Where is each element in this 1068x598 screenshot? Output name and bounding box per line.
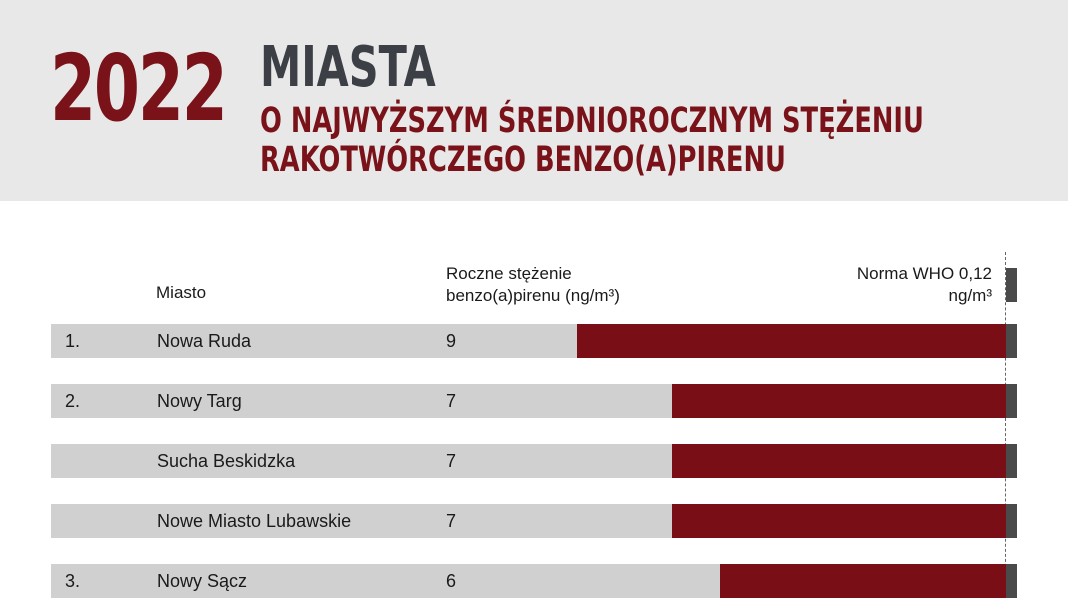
row-value-label: 6	[446, 571, 457, 591]
header-band: 2022 MIASTA O NAJWYŻSZYM ŚREDNIOROCZNYM …	[0, 0, 1068, 201]
row-city: Nowe Miasto Lubawskie	[157, 511, 352, 531]
row-city: Nowa Ruda	[157, 331, 252, 351]
title-sub-line1: O NAJWYŻSZYM ŚREDNIOROCZNYM STĘŻENIU	[260, 101, 924, 141]
table-row: Sucha Beskidzka 7	[51, 444, 1017, 478]
title-main: MIASTA	[260, 35, 436, 100]
column-header-who-line2: ng/m³	[948, 286, 992, 305]
column-header-who-line1: Norma WHO 0,12	[856, 264, 992, 283]
title-sub-line2: RAKOTWÓRCZEGO BENZO(A)PIRENU	[260, 140, 786, 180]
table-row: 2. Nowy Targ 7	[51, 384, 1017, 418]
who-norm-marker	[1006, 324, 1017, 358]
row-rank: 2.	[65, 391, 81, 411]
row-city: Sucha Beskidzka	[157, 451, 296, 471]
row-rank: 1.	[65, 331, 81, 351]
table-row: Nowe Miasto Lubawskie 7	[51, 504, 1017, 538]
value-bar	[672, 504, 1006, 538]
year-label: 2022	[50, 35, 228, 142]
row-city: Nowy Targ	[157, 391, 242, 411]
column-header-who: Norma WHO 0,12 ng/m³	[857, 263, 992, 307]
value-bar	[672, 384, 1006, 418]
row-value-label: 7	[446, 451, 457, 471]
table-row: 3. Nowy Sącz 6	[51, 564, 1017, 598]
value-bar	[720, 564, 1006, 598]
row-value-label: 7	[446, 391, 457, 411]
row-rank: 3.	[65, 571, 81, 591]
table-row: 1. Nowa Ruda 9	[51, 324, 1017, 358]
row-city: Nowy Sącz	[157, 571, 248, 591]
who-norm-marker	[1006, 504, 1017, 538]
row-value-label: 9	[446, 331, 457, 351]
column-header-city: Miasto	[156, 283, 207, 302]
who-norm-marker	[1006, 564, 1017, 598]
column-header-value-line1: Roczne stężenie	[446, 264, 572, 283]
column-header-value: Roczne stężenie benzo(a)pirenu (ng/m³)	[446, 263, 620, 307]
row-value-label: 7	[446, 511, 457, 531]
column-header-value-line2: benzo(a)pirenu (ng/m³)	[446, 286, 620, 305]
who-header-marker	[1006, 268, 1017, 302]
who-norm-marker	[1006, 384, 1017, 418]
value-bar	[672, 444, 1006, 478]
who-norm-marker	[1006, 444, 1017, 478]
bar-chart: 1. Nowa Ruda 9 2. Nowy Targ 7 Sucha Beskidzka 7…	[51, 324, 1017, 598]
value-bar	[577, 324, 1006, 358]
